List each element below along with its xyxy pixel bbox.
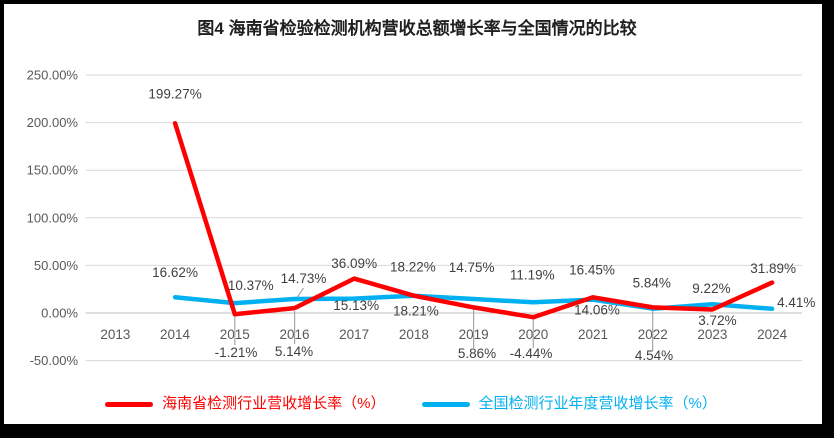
legend-item-national: 全国检测行业年度营收增长率（%） bbox=[421, 395, 717, 413]
data-label: 14.75% bbox=[449, 260, 495, 275]
data-label: 15.13% bbox=[333, 298, 379, 313]
legend-label-national: 全国检测行业年度营收增长率（%） bbox=[478, 395, 717, 412]
x-tick-label: 2018 bbox=[399, 327, 429, 342]
data-label: 5.86% bbox=[458, 346, 496, 361]
data-label: 14.73% bbox=[281, 271, 327, 286]
legend-line-swatch-national bbox=[421, 401, 470, 407]
y-tick-label: 50.00% bbox=[34, 258, 79, 273]
plot-area: 250.00% 200.00% 150.00% 100.00% 50.00% 0.00% -… bbox=[27, 68, 816, 369]
y-tick-label: -50.00% bbox=[30, 353, 79, 368]
series-line-hainan bbox=[172, 121, 775, 320]
chart-title: 图4 海南省检验检测机构营收总额增长率与全国情况的比较 bbox=[197, 18, 636, 38]
data-label: 5.14% bbox=[275, 344, 313, 359]
data-label: 4.41% bbox=[777, 295, 815, 310]
y-tick-label: 250.00% bbox=[27, 68, 79, 83]
data-label: -1.21% bbox=[215, 345, 258, 360]
data-label: 31.89% bbox=[750, 261, 796, 276]
legend-label-hainan: 海南省检测行业营收增长率（%） bbox=[162, 395, 386, 412]
x-tick-label: 2023 bbox=[697, 327, 727, 342]
x-tick-label: 2021 bbox=[578, 327, 608, 342]
data-label: 5.84% bbox=[633, 275, 671, 290]
data-label-leader-line bbox=[297, 287, 304, 298]
legend-item-hainan: 海南省检测行业营收增长率（%） bbox=[105, 395, 386, 413]
y-tick-label: 0.00% bbox=[41, 306, 78, 321]
legend-line-swatch-hainan bbox=[105, 401, 154, 407]
data-label: 4.54% bbox=[635, 348, 673, 363]
data-label: 14.06% bbox=[574, 303, 620, 318]
data-label: 16.62% bbox=[152, 265, 198, 280]
x-tick-label: 2013 bbox=[100, 327, 130, 342]
frame-border-top bbox=[0, 0, 834, 4]
data-label: 10.37% bbox=[228, 278, 274, 293]
frame-border-right bbox=[822, 0, 834, 438]
data-label: 9.22% bbox=[692, 281, 730, 296]
data-label: 11.19% bbox=[510, 267, 555, 282]
y-tick-label: 200.00% bbox=[27, 115, 79, 130]
data-label: -4.44% bbox=[510, 346, 553, 361]
data-label: 199.27% bbox=[148, 86, 201, 101]
data-label: 3.72% bbox=[698, 313, 736, 328]
data-label: 36.09% bbox=[331, 256, 377, 271]
data-label: 18.22% bbox=[390, 260, 436, 275]
legend: 海南省检测行业营收增长率（%） 全国检测行业年度营收增长率（%） bbox=[0, 395, 822, 413]
data-label: 18.21% bbox=[393, 304, 439, 319]
x-tick-label: 2024 bbox=[757, 327, 788, 342]
data-label: 16.45% bbox=[569, 262, 615, 277]
x-tick-label: 2017 bbox=[339, 327, 369, 342]
x-tick-label: 2014 bbox=[160, 327, 191, 342]
y-tick-label: 100.00% bbox=[27, 210, 79, 225]
y-tick-label: 150.00% bbox=[27, 163, 79, 178]
frame-border-bottom bbox=[0, 424, 834, 438]
frame-border-left bbox=[0, 0, 4, 438]
